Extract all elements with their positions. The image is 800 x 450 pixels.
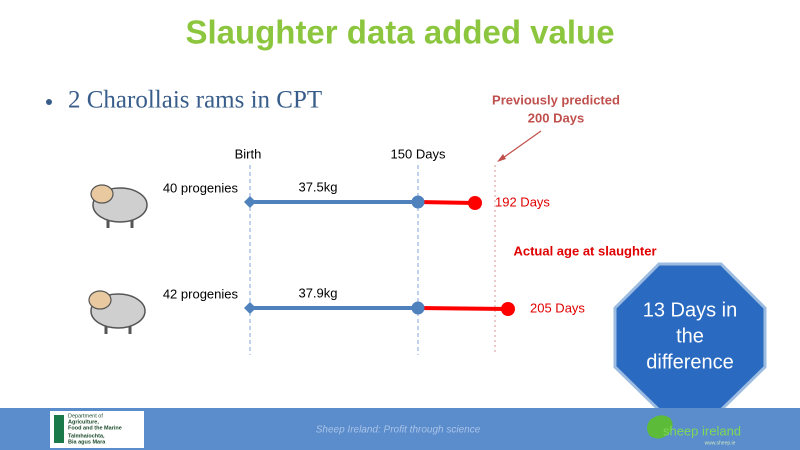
age-label: 205 Days	[530, 300, 585, 315]
bullet-text: 2 Charollais rams in CPT	[68, 87, 322, 114]
day150-label: 150 Days	[391, 146, 446, 161]
logo-left-box	[50, 411, 144, 448]
progenies-label: 42 progenies	[163, 286, 239, 301]
logo-right-icon	[647, 415, 673, 439]
end-dot	[468, 196, 482, 210]
start-diamond	[244, 302, 256, 314]
sheep-head	[90, 184, 114, 204]
sheep-head	[88, 290, 112, 310]
logo-left-text: Food and the Marine	[68, 425, 122, 431]
logo-left-text: Department of	[68, 413, 103, 419]
arrow	[499, 130, 542, 161]
predicted-label: Previously predicted	[492, 92, 620, 107]
slide-title: Slaughter data added value	[185, 14, 614, 51]
age-label: 192 Days	[495, 194, 550, 209]
red-segment	[417, 200, 476, 205]
weight-label: 37.5kg	[298, 179, 337, 194]
start-diamond	[244, 196, 256, 208]
red-segment	[417, 306, 509, 311]
day150-dot	[411, 195, 425, 209]
callout-text: the	[676, 325, 704, 347]
actual-label: Actual age at slaughter	[513, 243, 656, 258]
callout-text: difference	[646, 351, 733, 373]
logo-left-text: Agriculture,	[68, 419, 99, 425]
bullet-dot	[46, 99, 52, 105]
weight-label: 37.9kg	[298, 285, 337, 300]
logo-harp	[54, 415, 64, 443]
logo-left-text: Talmhaíochta,	[68, 433, 105, 439]
end-dot	[501, 302, 515, 316]
callout-text: 13 Days in	[643, 299, 738, 321]
logo-right-text: sheep ireland	[663, 423, 741, 438]
logo-left-text: Bia agus Mara	[68, 439, 106, 445]
predicted-label: 200 Days	[528, 110, 584, 125]
footer-tagline: Sheep Ireland: Profit through science	[316, 425, 481, 436]
birth-label: Birth	[235, 146, 262, 161]
day150-dot	[411, 301, 425, 315]
progenies-label: 40 progenies	[163, 180, 239, 195]
arrow-head	[497, 154, 506, 162]
logo-right-url: www.sheep.ie	[705, 440, 736, 446]
